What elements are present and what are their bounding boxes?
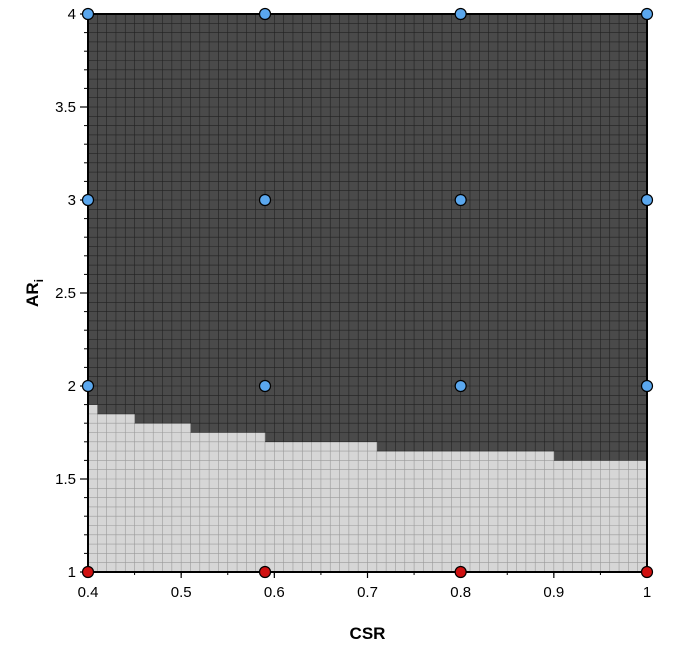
blue-data-point (258, 7, 272, 21)
blue-data-point (454, 193, 467, 207)
axis-ticks: 0.4 0.5 0.6 0.7 0.8 0.9 1 1 1.5 2 2.5 3 3.5 4 (55, 6, 651, 601)
blue-data-point (258, 379, 272, 393)
y-axis-label-main: AR (23, 282, 42, 307)
x-axis-label: CSR (350, 624, 386, 643)
y-tick-label: 2.5 (55, 285, 76, 302)
red-data-point (258, 565, 272, 579)
y-tick-label: 4 (68, 6, 76, 23)
blue-data-point (454, 379, 467, 393)
y-tick-label: 1.5 (55, 471, 76, 488)
blue-data-point (81, 193, 95, 207)
blue-data-point (640, 7, 654, 21)
y-tick-label: 3 (68, 192, 76, 209)
red-data-point (640, 565, 654, 579)
x-tick-label: 0.6 (264, 584, 285, 601)
blue-data-point (640, 379, 654, 393)
chart-gridlines (88, 14, 647, 572)
blue-data-point (81, 379, 95, 393)
y-tick-label: 1 (68, 564, 76, 581)
x-tick-label: 0.9 (543, 584, 564, 601)
x-tick-label: 0.7 (357, 584, 378, 601)
data-points (81, 7, 654, 579)
y-axis-label: ARi (23, 279, 46, 307)
y-axis-label-subscript: i (32, 279, 46, 282)
blue-data-point (640, 193, 654, 207)
y-tick-label: 3.5 (55, 99, 76, 116)
y-tick-label: 2 (68, 378, 76, 395)
x-tick-label: 0.8 (450, 584, 471, 601)
blue-data-point (454, 7, 467, 21)
blue-data-point (258, 193, 272, 207)
x-tick-label: 1 (643, 584, 651, 601)
x-tick-label: 0.4 (78, 584, 99, 601)
red-data-point (81, 565, 95, 579)
x-tick-label: 0.5 (171, 584, 192, 601)
blue-data-point (81, 7, 95, 21)
red-data-point (454, 565, 467, 579)
